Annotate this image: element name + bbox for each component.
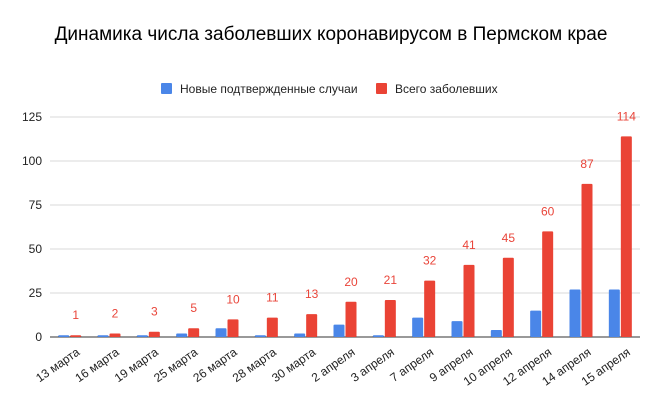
bar-new-cases [608,289,620,337]
x-tick-label: 7 апреля [388,345,437,385]
data-label-total-cases: 87 [580,157,594,171]
y-tick-label: 50 [29,242,43,256]
legend-label-new-cases: Новые подтвержденные случаи [180,82,358,96]
bar-total-cases [424,280,436,337]
bar-new-cases [58,335,70,337]
bar-new-cases [412,317,424,337]
bar-total-cases [620,136,632,337]
x-tick-label: 19 марта [112,345,161,385]
data-label-total-cases: 114 [617,109,636,123]
x-tick-label: 28 марта [230,345,279,385]
bar-total-cases [502,257,514,337]
bar-new-cases [136,335,148,337]
x-tick-label: 16 марта [72,345,121,385]
legend-swatch-new-cases [161,83,172,94]
bar-total-cases [109,333,121,337]
data-label-total-cases: 41 [462,238,476,252]
bar-new-cases [176,333,188,337]
bar-new-cases [333,324,345,337]
x-tick-label: 2 апреля [309,345,358,385]
y-tick-label: 25 [29,286,43,300]
bar-total-cases [581,183,593,337]
y-axis: 0 25 50 75 100 125 [22,110,42,344]
bar-new-cases [372,335,384,337]
data-label-total-cases: 45 [502,231,516,245]
data-labels: 1 2 3 5 10 11 13 20 21 32 41 45 60 87 114 [72,109,636,322]
bar-total-cases [70,335,82,337]
bar-new-cases [294,333,306,337]
legend-label-total-cases: Всего заболевших [395,82,498,96]
bars [58,136,632,337]
x-tick-label: 13 марта [33,345,82,385]
data-label-total-cases: 1 [72,308,79,322]
bar-total-cases [384,300,396,337]
data-label-total-cases: 3 [151,305,158,319]
x-tick-label: 30 марта [269,345,318,385]
data-label-total-cases: 21 [384,273,398,287]
data-label-total-cases: 2 [112,306,119,320]
data-label-total-cases: 11 [266,291,279,305]
legend-swatch-total-cases [376,83,387,94]
data-label-total-cases: 20 [344,275,358,289]
bar-new-cases [215,328,227,337]
bar-total-cases [463,264,475,337]
y-tick-label: 100 [22,154,42,168]
bar-new-cases [490,329,502,337]
bar-new-cases [530,310,542,337]
data-label-total-cases: 32 [423,254,437,268]
bar-total-cases [306,314,318,337]
bar-new-cases [569,289,581,337]
y-tick-label: 125 [22,110,42,124]
bar-total-cases [266,317,278,337]
bar-total-cases [345,301,357,337]
bar-total-cases [148,331,160,337]
bar-new-cases [97,335,109,337]
data-label-total-cases: 10 [226,292,240,306]
bar-total-cases [188,328,200,337]
data-label-total-cases: 13 [305,287,319,301]
chart-title: Динамика числа заболевших коронавирусом … [55,24,608,45]
data-label-total-cases: 5 [190,301,197,315]
gridlines [50,116,640,338]
bar-total-cases [227,319,239,337]
y-tick-label: 75 [29,198,43,212]
data-label-total-cases: 60 [541,204,555,218]
bar-new-cases [451,321,463,337]
x-tick-label: 3 апреля [348,345,397,385]
legend: Новые подтвержденные случаи Всего заболе… [161,82,498,96]
x-tick-label: 25 марта [151,345,200,385]
x-tick-label: 26 марта [190,345,239,385]
bar-total-cases [542,231,554,337]
y-tick-label: 0 [35,330,42,344]
bar-new-cases [254,335,266,337]
